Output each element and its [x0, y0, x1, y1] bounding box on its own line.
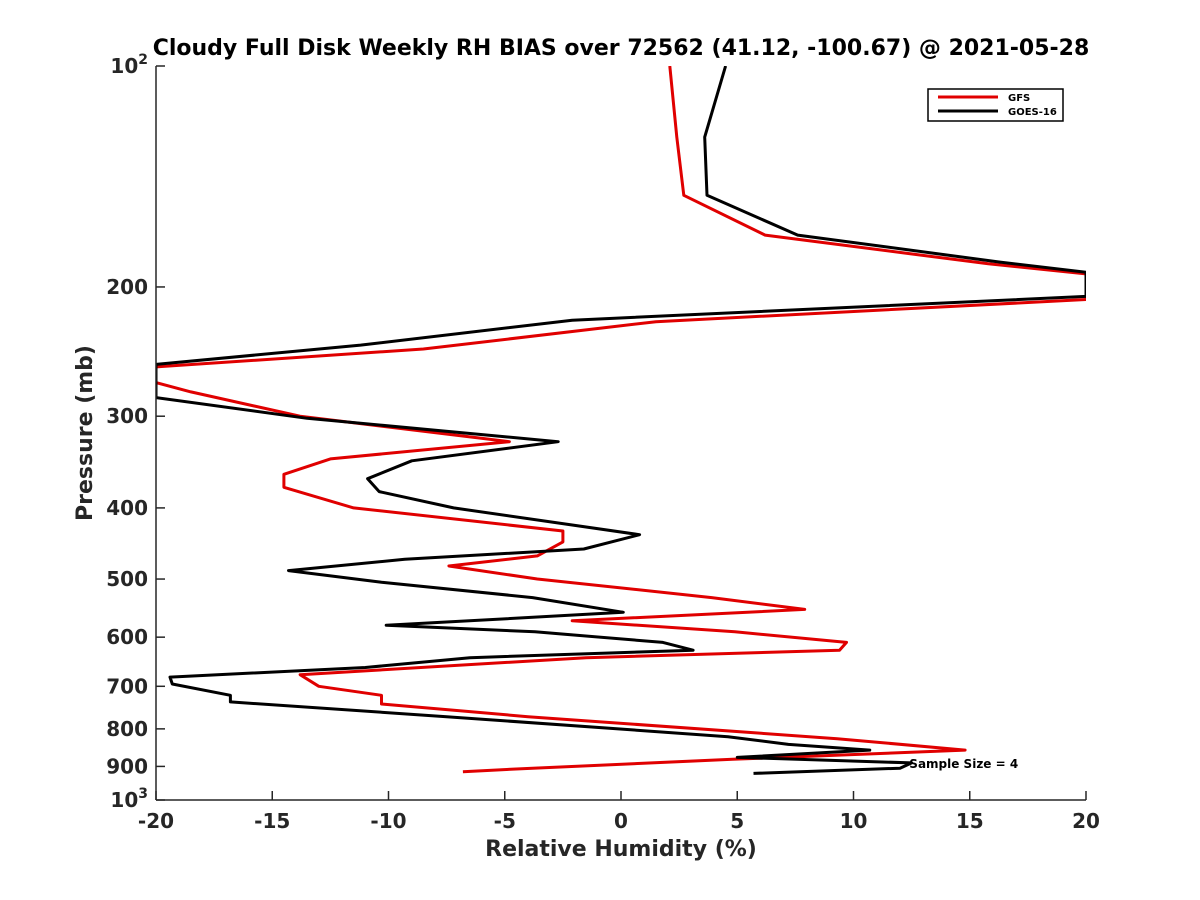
x-tick-label: 0 — [614, 809, 628, 833]
chart-title: Cloudy Full Disk Weekly RH BIAS over 725… — [153, 36, 1090, 61]
legend-box — [927, 88, 1064, 122]
plot-area: -20 -15 -10 -5 0 5 10 15 20 102 200 300 400 500 600 700… — [106, 52, 1100, 833]
y-tick-label: 500 — [106, 567, 148, 591]
series-line-goes-16 — [156, 66, 1086, 775]
series-line-gfs — [156, 66, 1086, 774]
y-tick-label: 102 — [110, 52, 148, 78]
y-tick-label: 200 — [106, 275, 148, 299]
legend-label-goes-16: GOES-16 — [1008, 107, 1057, 118]
x-axis-label: Relative Humidity (%) — [485, 837, 757, 862]
x-tick-label: 10 — [840, 809, 868, 833]
y-tick-label: 900 — [106, 754, 148, 778]
x-tick-label: 5 — [730, 809, 744, 833]
x-tick-label: -15 — [254, 809, 290, 833]
x-tick-label: 15 — [956, 809, 984, 833]
x-tick-label: 20 — [1072, 809, 1100, 833]
legend: GFS GOES-16 — [927, 88, 1064, 122]
x-tick-label: -20 — [138, 809, 174, 833]
x-tick-label: -5 — [494, 809, 516, 833]
y-tick-label: 800 — [106, 717, 148, 741]
y-tick-label: 103 — [110, 786, 148, 812]
y-tick-label: 700 — [106, 674, 148, 698]
y-axis-label: Pressure (mb) — [73, 345, 98, 521]
y-tick-label: 400 — [106, 496, 148, 520]
sample-size-annotation: Sample Size = 4 — [909, 757, 1018, 771]
legend-label-gfs: GFS — [1008, 93, 1030, 104]
x-tick-label: -10 — [370, 809, 406, 833]
y-tick-label: 600 — [106, 625, 148, 649]
y-tick-label: 300 — [106, 404, 148, 428]
